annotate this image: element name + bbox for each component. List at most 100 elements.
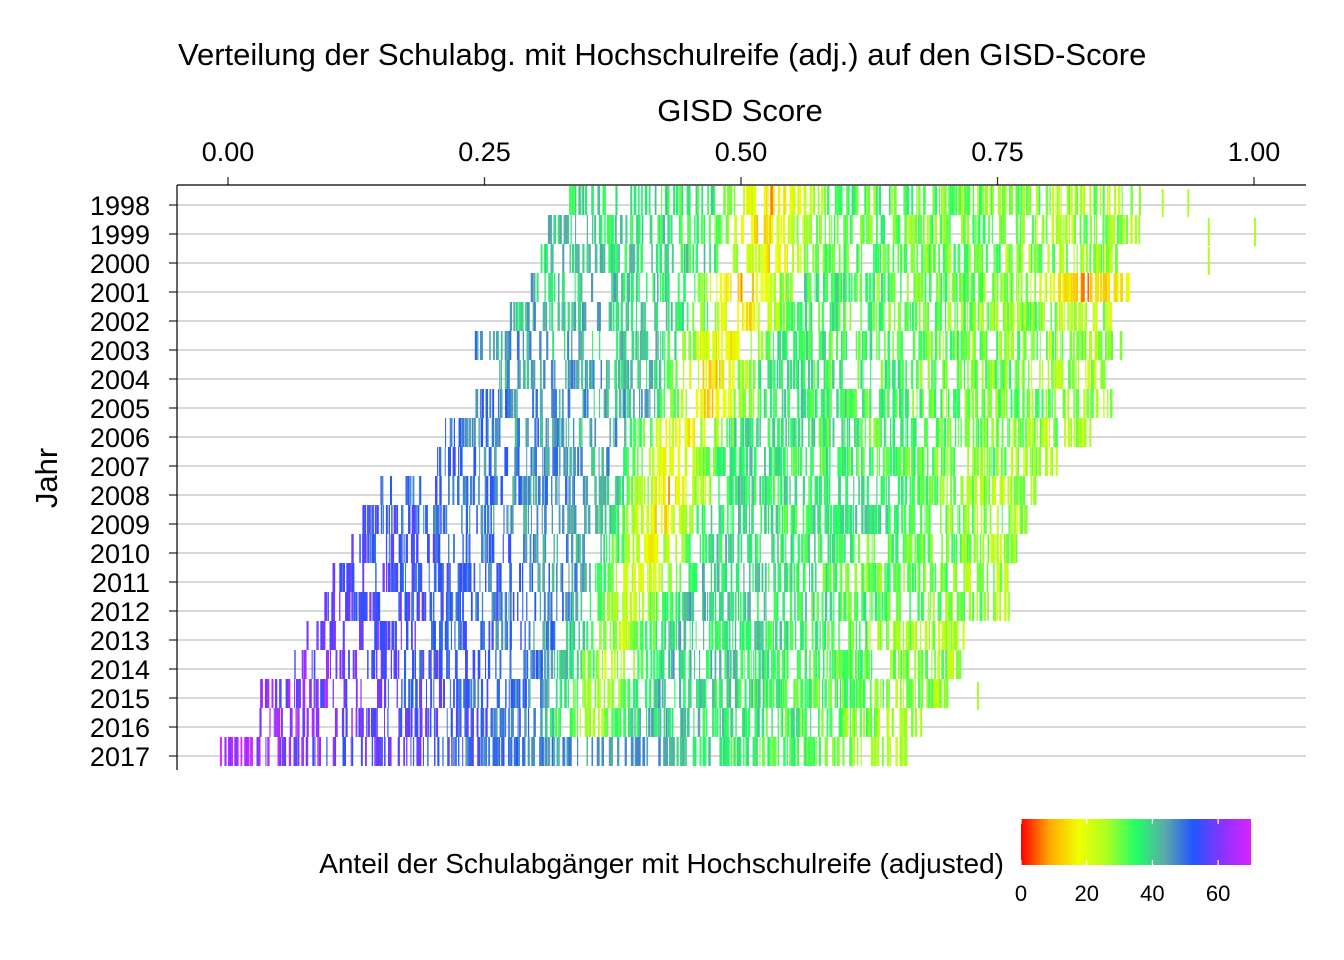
heat-strip (654, 505, 657, 534)
heat-strip (766, 708, 768, 737)
heat-strip (809, 215, 813, 244)
heat-strip (897, 360, 901, 389)
heat-strip (813, 505, 816, 534)
heat-strip (868, 389, 871, 418)
heat-strip (1017, 302, 1019, 331)
heat-strip (687, 215, 691, 244)
heat-strip (907, 447, 910, 476)
heat-strip (710, 273, 712, 302)
heat-strip (844, 273, 847, 302)
heat-strip (613, 244, 616, 273)
heat-strip (509, 592, 512, 621)
heat-strip (956, 331, 959, 360)
heat-strip (661, 186, 663, 215)
heat-strip (972, 476, 974, 505)
heat-strip (1015, 389, 1019, 418)
heat-strip (849, 302, 852, 331)
heat-strip (609, 418, 611, 447)
heat-strip (1076, 331, 1078, 360)
heat-strip (529, 563, 532, 592)
heat-strip (703, 389, 706, 418)
heat-strip (975, 244, 978, 273)
heat-strip (716, 273, 718, 302)
heat-strip (1024, 505, 1026, 534)
heat-strip (470, 592, 473, 621)
heat-strip (656, 621, 658, 650)
heat-strip (955, 186, 958, 215)
heat-strip (883, 331, 886, 360)
heat-row-2008 (380, 476, 1037, 505)
heat-strip (931, 534, 933, 563)
heat-strip (835, 650, 837, 679)
heat-row-2012 (324, 592, 1010, 621)
heat-strip (634, 505, 637, 534)
heat-strip (543, 650, 546, 679)
heat-strip (753, 679, 756, 708)
heat-strip (732, 505, 734, 534)
heat-strip (728, 592, 731, 621)
heat-strip (916, 534, 919, 563)
heat-strip (735, 563, 738, 592)
heat-strip (983, 215, 986, 244)
heat-strip (643, 476, 646, 505)
heat-strip (1043, 302, 1045, 331)
heat-strip (982, 215, 984, 244)
x-tick-label: 0.75 (971, 137, 1024, 167)
heat-strip (897, 447, 900, 476)
heat-strip (639, 389, 641, 418)
heat-strip (834, 215, 836, 244)
heat-strip (803, 244, 807, 273)
heat-strip (906, 389, 909, 418)
heat-strip (764, 447, 766, 476)
heat-strip (782, 302, 785, 331)
heat-strip (597, 650, 600, 679)
heat-strip (940, 389, 943, 418)
heat-strip (896, 563, 898, 592)
heat-strip (464, 476, 467, 505)
heat-strip (476, 505, 478, 534)
heat-strip (909, 476, 912, 505)
heat-strip (771, 650, 773, 679)
heat-strip (605, 360, 608, 389)
heat-strip (1064, 215, 1067, 244)
heat-strip (824, 679, 827, 708)
heat-strip (821, 186, 823, 215)
heat-strip (561, 389, 564, 418)
heat-strip (965, 244, 968, 273)
heat-strip (918, 534, 920, 563)
heat-strip (1041, 389, 1044, 418)
heat-strip (840, 186, 843, 215)
heat-strip (1076, 186, 1079, 215)
heat-strip (636, 418, 638, 447)
heat-strip (671, 650, 673, 679)
heat-strip (1016, 273, 1018, 302)
heat-strip (778, 360, 781, 389)
heat-strip (834, 563, 838, 592)
heat-strip (791, 621, 794, 650)
heat-strip (760, 505, 762, 534)
heat-strip (1060, 244, 1063, 273)
heat-strip (1022, 186, 1025, 215)
heat-strip (870, 650, 873, 679)
heat-strip (979, 592, 983, 621)
heat-strip (831, 621, 833, 650)
heat-strip (619, 331, 622, 360)
heat-strip (562, 650, 566, 679)
heat-strip (695, 186, 698, 215)
heat-strip (810, 389, 813, 418)
heat-strip (858, 331, 861, 360)
heat-strip (951, 534, 954, 563)
heat-strip (906, 650, 909, 679)
heat-strip (585, 476, 589, 505)
heat-strip (798, 302, 800, 331)
heat-strip (798, 186, 802, 215)
heat-strip (796, 563, 799, 592)
heat-strip (745, 360, 748, 389)
heat-strip (475, 592, 477, 621)
heat-strip (473, 563, 476, 592)
heat-strip (797, 447, 799, 476)
heat-strip (577, 273, 581, 302)
heat-strip (723, 302, 726, 331)
heat-strip (833, 273, 837, 302)
heat-strip (901, 360, 903, 389)
